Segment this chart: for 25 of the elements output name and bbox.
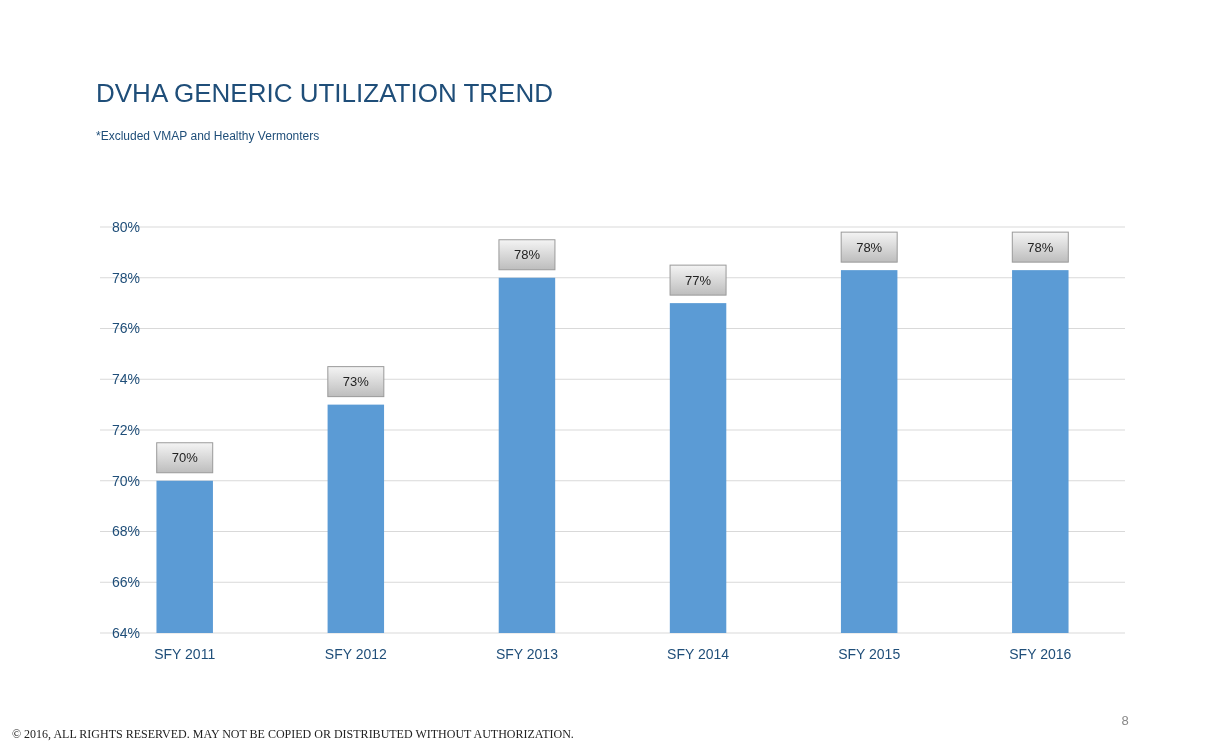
data-label: 78% bbox=[513, 247, 541, 263]
y-tick-label: 68% bbox=[111, 523, 140, 540]
x-tick-label: SFY 2012 bbox=[324, 646, 388, 662]
text: © 2016, ALL RIGHTS RESERVED. MAY NOT BE COPIED OR DISTRIBUTED WITHOUT AUTHORIZATION. bbox=[12, 727, 574, 741]
y-tick-label: 74% bbox=[111, 371, 140, 388]
x-tick-label: SFY 2013 bbox=[495, 646, 559, 662]
y-tick-label: 66% bbox=[111, 574, 140, 591]
x-tick-label: SFY 2015 bbox=[838, 646, 901, 662]
data-label: 73% bbox=[342, 374, 370, 390]
y-tick-label: 76% bbox=[111, 320, 140, 337]
chart-title: DVHA GENERIC UTILIZATION TREND bbox=[96, 78, 553, 108]
y-tick-label: 80% bbox=[111, 218, 140, 235]
text: 8 bbox=[1121, 713, 1129, 728]
y-tick-label: 72% bbox=[111, 421, 140, 438]
data-label: 78% bbox=[856, 239, 883, 255]
chart-subtitle: *Excluded VMAP and Healthy Vermonters bbox=[96, 129, 320, 143]
data-label: 78% bbox=[1027, 239, 1054, 255]
data-label: 70% bbox=[171, 450, 199, 466]
x-tick-label: SFY 2016 bbox=[1009, 646, 1072, 662]
y-tick-label: 64% bbox=[111, 624, 140, 641]
x-tick-label: SFY 2014 bbox=[667, 646, 730, 662]
x-tick-label: SFY 2011 bbox=[154, 646, 216, 662]
data-label: 77% bbox=[685, 272, 712, 288]
y-tick-label: 70% bbox=[111, 472, 140, 489]
y-tick-label: 78% bbox=[111, 269, 140, 286]
